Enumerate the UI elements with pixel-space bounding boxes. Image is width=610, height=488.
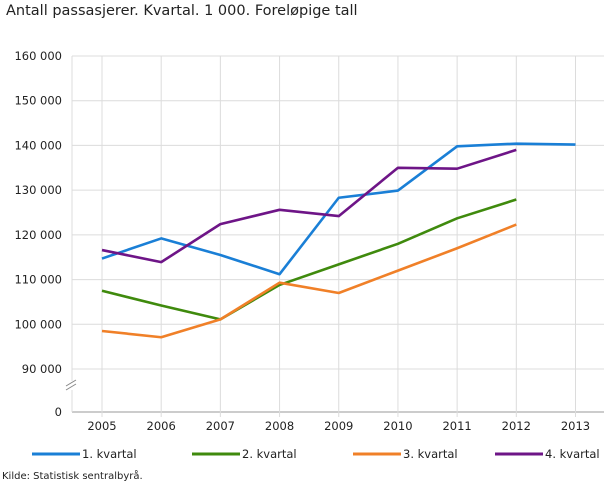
data-point[interactable] xyxy=(99,288,105,294)
data-point[interactable] xyxy=(277,207,283,213)
chart-title: Antall passasjerer. Kvartal. 1 000. Fore… xyxy=(6,3,358,19)
data-point[interactable] xyxy=(336,213,342,219)
legend-label: 4. kvartal xyxy=(545,447,600,461)
series-line-3[interactable] xyxy=(101,223,517,339)
legend-item[interactable]: 2. kvartal xyxy=(192,447,297,461)
axis-break-icon xyxy=(65,379,77,391)
legend-label: 3. kvartal xyxy=(403,447,458,461)
legend-item[interactable]: 3. kvartal xyxy=(353,447,458,461)
y-tick-label: 100 000 xyxy=(14,317,62,331)
x-tick-label: 2013 xyxy=(561,419,590,433)
y-tick-label: 120 000 xyxy=(14,228,62,242)
data-point[interactable] xyxy=(454,143,460,149)
data-point[interactable] xyxy=(158,303,164,309)
x-tick-label: 2005 xyxy=(87,419,116,433)
data-point[interactable] xyxy=(99,256,105,262)
data-point[interactable] xyxy=(513,147,519,153)
legend-label: 2. kvartal xyxy=(242,447,297,461)
data-point[interactable] xyxy=(513,222,519,228)
data-point[interactable] xyxy=(336,290,342,296)
data-point[interactable] xyxy=(454,166,460,172)
data-point[interactable] xyxy=(217,316,223,322)
legend-item[interactable]: 4. kvartal xyxy=(495,447,600,461)
data-point[interactable] xyxy=(395,188,401,194)
y-tick-label: 90 000 xyxy=(22,362,62,376)
x-tick-label: 2006 xyxy=(147,419,176,433)
y-tick-label: 130 000 xyxy=(14,183,62,197)
data-point[interactable] xyxy=(513,197,519,203)
legend-item[interactable]: 1. kvartal xyxy=(32,447,137,461)
data-point[interactable] xyxy=(395,268,401,274)
y-tick-label: 150 000 xyxy=(14,94,62,108)
data-point[interactable] xyxy=(158,235,164,241)
x-tick-label: 2007 xyxy=(206,419,235,433)
data-point[interactable] xyxy=(336,261,342,267)
series-line-4[interactable] xyxy=(101,148,517,264)
data-point[interactable] xyxy=(158,334,164,340)
data-point[interactable] xyxy=(454,215,460,221)
data-point[interactable] xyxy=(99,247,105,253)
data-point[interactable] xyxy=(158,259,164,265)
data-point[interactable] xyxy=(217,252,223,258)
x-tick-label: 2010 xyxy=(383,419,412,433)
data-point[interactable] xyxy=(513,141,519,147)
data-point[interactable] xyxy=(336,195,342,201)
data-point[interactable] xyxy=(277,280,283,286)
data-point[interactable] xyxy=(454,245,460,251)
data-point[interactable] xyxy=(395,241,401,247)
legend-label: 1. kvartal xyxy=(82,447,137,461)
source-note: Kilde: Statistisk sentralbyrå. xyxy=(2,471,143,482)
x-tick-label: 2012 xyxy=(502,419,531,433)
x-tick-label: 2011 xyxy=(442,419,471,433)
data-point[interactable] xyxy=(395,165,401,171)
axis-break-gap xyxy=(64,381,80,390)
series-line-1[interactable] xyxy=(101,142,576,276)
x-tick-label: 2008 xyxy=(265,419,294,433)
y-tick-label: 160 000 xyxy=(14,49,62,63)
y-tick-label: 110 000 xyxy=(14,273,62,287)
data-point[interactable] xyxy=(573,142,579,148)
y-tick-label: 0 xyxy=(55,405,62,419)
data-point[interactable] xyxy=(217,221,223,227)
data-point[interactable] xyxy=(277,271,283,277)
data-point[interactable] xyxy=(99,328,105,334)
x-tick-label: 2009 xyxy=(324,419,353,433)
series-line-2[interactable] xyxy=(101,198,517,321)
y-tick-label: 140 000 xyxy=(14,138,62,152)
